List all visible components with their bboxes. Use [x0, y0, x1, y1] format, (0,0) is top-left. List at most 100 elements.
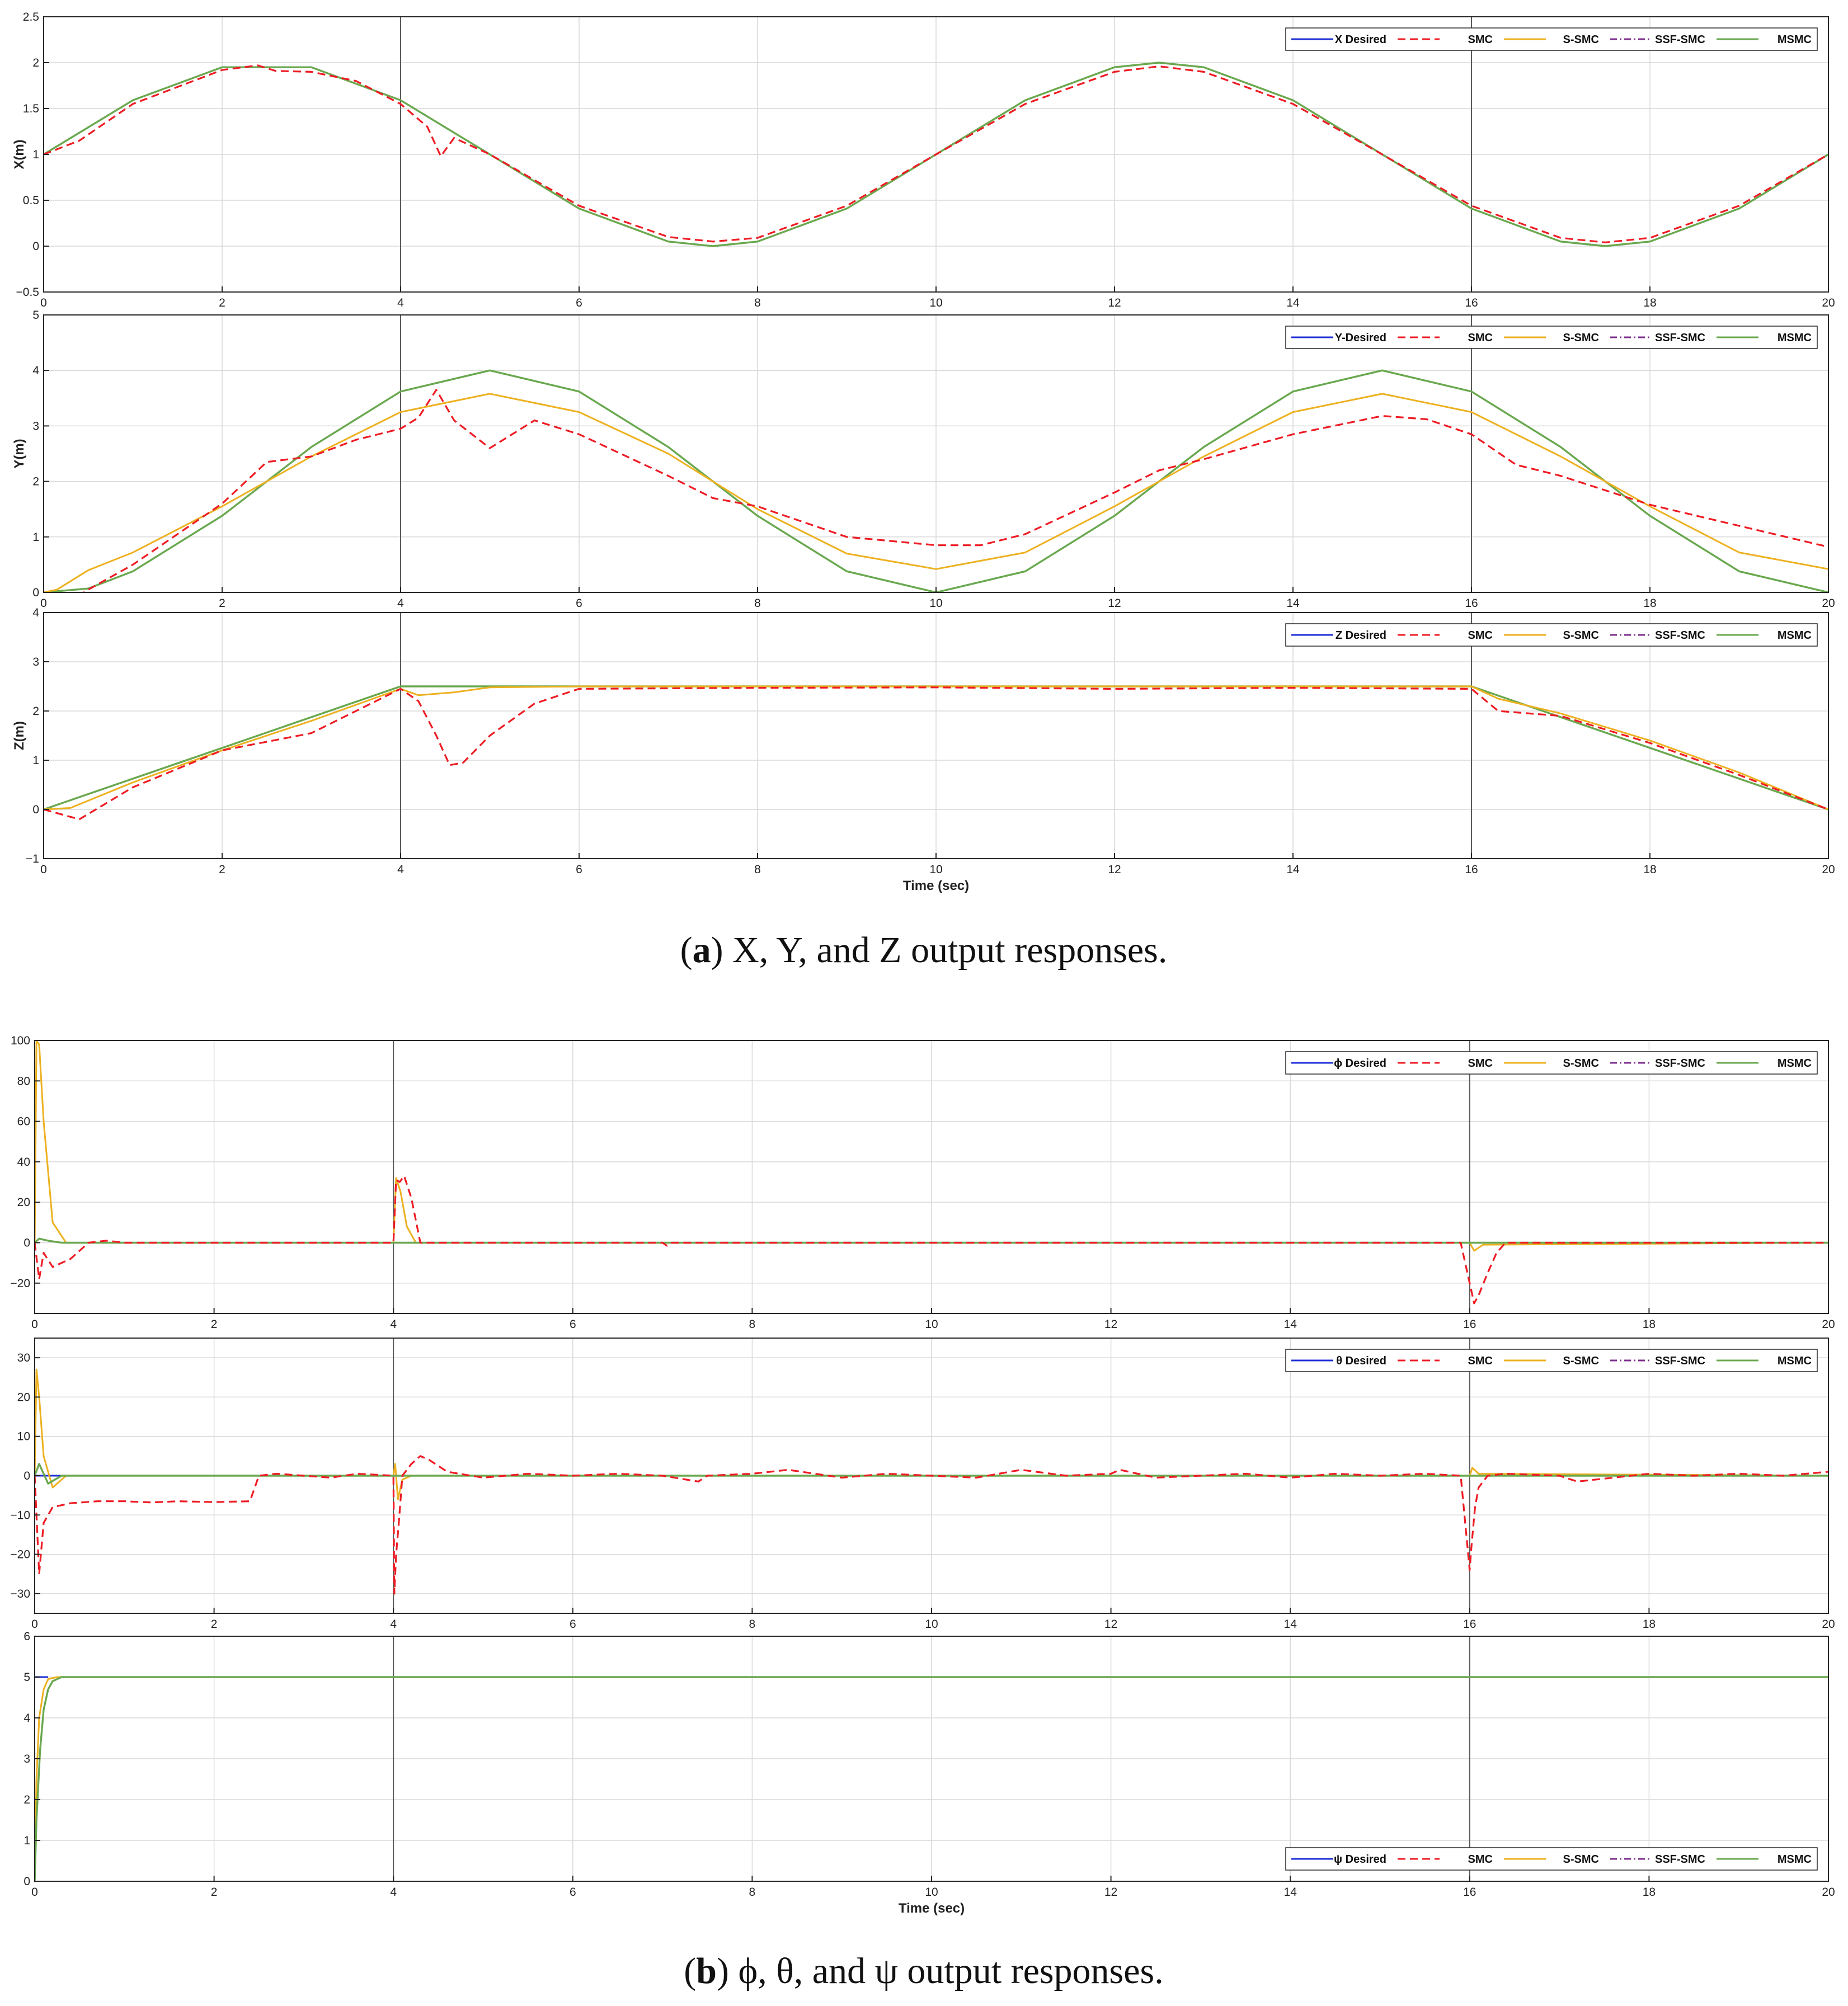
x-tick-label: 8: [749, 1886, 756, 1899]
x-tick-label: 2: [219, 863, 225, 876]
series-line-smc: [44, 389, 1828, 592]
series-group: [44, 685, 1828, 821]
y-tick-label: 80: [17, 1075, 30, 1087]
x-tick-label: 12: [1104, 1886, 1117, 1899]
caption-a: (a) X, Y, and Z output responses.: [680, 930, 1168, 971]
x-tick-label: 16: [1463, 1618, 1476, 1631]
x-tick-label: 12: [1108, 296, 1121, 309]
legend: X Desired SMC S-SMC SSF-SMC MSMC: [1285, 27, 1818, 51]
y-tick-label: 5: [23, 1671, 30, 1684]
x-tick-label: 2: [211, 1318, 218, 1331]
x-tick-label: 4: [390, 1618, 397, 1631]
y-tick-label: 2: [23, 1793, 30, 1806]
x-tick-label: 2: [211, 1618, 218, 1631]
legend: ϕ Desired SMC S-SMC SSF-SMC MSMC: [1285, 1051, 1818, 1075]
x-tick-label: 10: [925, 1618, 938, 1631]
y-axis-label: Y(m): [12, 439, 27, 468]
legend-label-desired: X Desired: [1335, 34, 1386, 46]
series-group: [44, 369, 1828, 592]
y-tick-label: 4: [23, 1712, 30, 1725]
x-tick-label: 0: [40, 296, 47, 309]
legend-label-msmc: MSMC: [1778, 1355, 1812, 1367]
x-tick-label: 20: [1822, 597, 1835, 610]
y-tick-label: −30: [10, 1588, 30, 1600]
y-tick-label: 0: [23, 1236, 30, 1249]
x-tick-label: 2: [219, 296, 225, 309]
legend-label-ssf_smc: SSF-SMC: [1655, 1853, 1705, 1866]
y-tick-label: −20: [10, 1548, 30, 1561]
y-tick-label: −20: [10, 1277, 30, 1290]
y-tick-label: 20: [17, 1391, 30, 1404]
x-tick-label: 14: [1286, 597, 1300, 610]
x-tick-label: 10: [925, 1886, 938, 1899]
series-line-msmc: [44, 62, 1828, 247]
y-tick-label: 2: [32, 705, 39, 718]
x-tick-label: 0: [40, 597, 47, 610]
x-tick-label: 6: [576, 597, 582, 610]
x-tick-label: 16: [1465, 296, 1478, 309]
x-tick-label: 14: [1284, 1618, 1297, 1631]
x-tick-label: 18: [1643, 1318, 1656, 1331]
x-axis-label: Time (sec): [903, 878, 969, 893]
y-tick-label: 3: [32, 656, 39, 668]
x-tick-label: 4: [397, 296, 404, 309]
x-tick-label: 6: [570, 1318, 576, 1331]
x-tick-label: 18: [1643, 597, 1656, 610]
x-tick-label: 20: [1822, 1318, 1835, 1331]
legend-label-desired: θ Desired: [1336, 1355, 1386, 1367]
chart-panel-x: 0 2 4 6 8 10 12 14 16 18 20−0.500.511.522.5X(m)X D…: [12, 11, 1835, 309]
x-tick-label: 6: [576, 863, 582, 876]
x-axis-label: Time (sec): [899, 1901, 965, 1916]
legend: Y-Desired SMC S-SMC SSF-SMC MSMC: [1285, 326, 1818, 349]
x-tick-label: 10: [929, 296, 942, 309]
y-axis-label: X(m): [12, 139, 27, 169]
y-tick-label: 2.5: [23, 11, 39, 23]
x-tick-label: 4: [390, 1318, 397, 1331]
x-tick-label: 20: [1822, 1618, 1835, 1631]
x-tick-label: 8: [754, 597, 761, 610]
x-tick-label: 12: [1108, 597, 1121, 610]
legend-label-smc: SMC: [1468, 332, 1493, 344]
legend-label-msmc: MSMC: [1778, 1057, 1812, 1070]
legend-label-s_smc: S-SMC: [1563, 1355, 1599, 1367]
y-tick-label: −1: [26, 853, 39, 865]
y-axis-label: Z(m): [12, 721, 27, 750]
legend-label-desired: ψ Desired: [1334, 1853, 1386, 1866]
series-line-s_smc: [35, 1676, 1828, 1881]
x-tick-label: 18: [1643, 1886, 1656, 1899]
series-line-s_smc: [44, 393, 1828, 592]
y-tick-label: −10: [10, 1509, 30, 1522]
x-tick-label: 10: [929, 597, 942, 610]
x-tick-label: 0: [31, 1318, 38, 1331]
x-tick-label: 16: [1465, 597, 1478, 610]
legend: Z Desired SMC S-SMC SSF-SMC MSMC: [1285, 623, 1818, 647]
x-tick-label: 14: [1284, 1318, 1297, 1331]
legend-label-desired: Z Desired: [1336, 629, 1386, 642]
x-tick-label: 16: [1465, 863, 1478, 876]
series-line-smc: [35, 1455, 1828, 1595]
y-tick-label: 30: [17, 1352, 30, 1364]
legend-label-msmc: MSMC: [1778, 332, 1812, 344]
y-tick-label: 1: [32, 531, 39, 544]
x-tick-label: 8: [754, 863, 761, 876]
legend-label-s_smc: S-SMC: [1563, 34, 1599, 46]
legend: θ Desired SMC S-SMC SSF-SMC MSMC: [1285, 1349, 1818, 1372]
y-tick-label: 2: [32, 475, 39, 488]
series-line-s_smc: [35, 1368, 1828, 1500]
legend-label-ssf_smc: SSF-SMC: [1655, 629, 1705, 642]
x-tick-label: 6: [570, 1618, 576, 1631]
x-tick-label: 20: [1822, 296, 1835, 309]
y-tick-label: 10: [17, 1430, 30, 1443]
y-tick-label: 0: [32, 803, 39, 816]
x-tick-label: 8: [749, 1618, 756, 1631]
x-tick-label: 4: [397, 863, 404, 876]
x-tick-label: 4: [397, 597, 404, 610]
x-tick-label: 8: [749, 1318, 756, 1331]
x-tick-label: 14: [1284, 1886, 1297, 1899]
x-tick-label: 2: [219, 597, 225, 610]
x-tick-label: 6: [576, 296, 582, 309]
x-tick-label: 18: [1643, 1618, 1656, 1631]
y-tick-label: 40: [17, 1156, 30, 1169]
x-tick-label: 20: [1822, 1886, 1835, 1899]
